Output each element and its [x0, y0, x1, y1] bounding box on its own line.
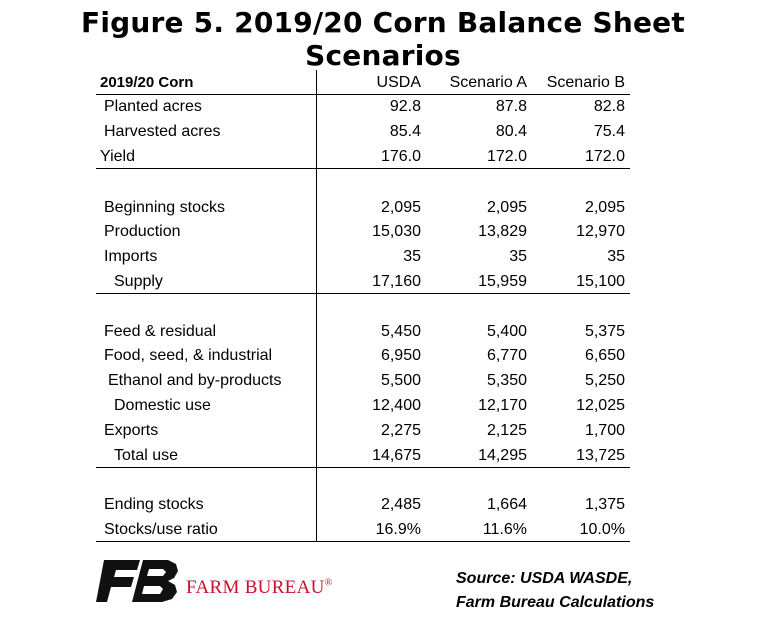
header-scenario-b: Scenario B: [546, 74, 625, 91]
source-line-2: Farm Bureau Calculations: [456, 594, 655, 611]
row-label: Ethanol and by-products: [108, 372, 282, 389]
row-label: Production: [104, 223, 181, 240]
table-row: Food, seed, & industrial 6,950 6,770 6,6…: [96, 343, 630, 368]
column-divider: [316, 70, 317, 542]
row-label: Domestic use: [114, 397, 211, 414]
table-row: Production 15,030 13,829 12,970: [96, 219, 630, 244]
cell-scenario-b: 82.8: [593, 98, 625, 115]
page-title: Figure 5. 2019/20 Corn Balance Sheet Sce…: [81, 6, 685, 72]
row-label: Total use: [114, 447, 179, 464]
cell-scenario-b: 1,700: [584, 422, 625, 439]
cell-scenario-a: 12,170: [478, 397, 527, 414]
row-label: Stocks/use ratio: [104, 521, 218, 538]
cell-scenario-b: 15,100: [576, 273, 625, 290]
cell-usda: 2,485: [380, 496, 421, 513]
cell-scenario-b: 5,375: [584, 323, 625, 340]
cell-scenario-b: 75.4: [593, 123, 625, 140]
bottom-rule: [96, 541, 630, 542]
table-header-row: 2019/20 Corn USDA Scenario A Scenario B: [96, 70, 630, 95]
cell-scenario-b: 172.0: [584, 148, 625, 165]
table-row: Exports 2,275 2,125 1,700: [96, 418, 630, 443]
table-row: Planted acres 92.8 87.8 82.8: [96, 94, 630, 119]
row-label: Supply: [114, 273, 163, 290]
row-label: Harvested acres: [104, 123, 221, 140]
cell-usda: 16.9%: [375, 521, 421, 538]
row-label: Food, seed, & industrial: [104, 347, 273, 364]
cell-scenario-a: 5,350: [486, 372, 527, 389]
header-label: 2019/20 Corn: [100, 74, 194, 91]
table-row: Stocks/use ratio 16.9% 11.6% 10.0%: [96, 517, 630, 542]
cell-scenario-b: 2,095: [584, 199, 625, 216]
row-label: Planted acres: [104, 98, 202, 115]
cell-usda: 15,030: [372, 223, 421, 240]
row-label: Beginning stocks: [104, 199, 225, 216]
cell-scenario-a: 80.4: [495, 123, 527, 140]
table-row: Harvested acres 85.4 80.4 75.4: [96, 119, 630, 144]
cell-scenario-a: 2,095: [486, 199, 527, 216]
cell-usda: 5,450: [380, 323, 421, 340]
cell-usda: 5,500: [380, 372, 421, 389]
farm-bureau-wordmark: FARM BUREAU®: [186, 577, 333, 599]
source-line-1: Source: USDA WASDE,: [456, 570, 633, 587]
cell-scenario-b: 6,650: [584, 347, 625, 364]
cell-usda: 2,095: [380, 199, 421, 216]
cell-scenario-a: 6,770: [486, 347, 527, 364]
farm-bureau-logo: [96, 560, 178, 602]
row-label: Yield: [100, 148, 135, 165]
section-rule: [96, 293, 630, 294]
registered-mark: ®: [324, 577, 333, 589]
cell-scenario-a: 14,295: [478, 447, 527, 464]
cell-scenario-a: 172.0: [486, 148, 527, 165]
cell-usda: 92.8: [389, 98, 421, 115]
cell-scenario-a: 15,959: [478, 273, 527, 290]
cell-usda: 85.4: [389, 123, 421, 140]
section-rule: [96, 168, 630, 169]
cell-scenario-a: 35: [509, 248, 527, 265]
table-row: Yield 176.0 172.0 172.0: [96, 144, 630, 169]
cell-scenario-a: 2,125: [486, 422, 527, 439]
row-label: Exports: [104, 422, 159, 439]
table-row: Feed & residual 5,450 5,400 5,375: [96, 319, 630, 344]
cell-usda: 176.0: [380, 148, 421, 165]
header-rule: [96, 94, 630, 95]
header-scenario-a: Scenario A: [449, 74, 527, 91]
table-row: Beginning stocks 2,095 2,095 2,095: [96, 195, 630, 220]
row-label: Feed & residual: [104, 323, 217, 340]
cell-scenario-b: 35: [607, 248, 625, 265]
cell-scenario-a: 87.8: [495, 98, 527, 115]
table-row: Ending stocks 2,485 1,664 1,375: [96, 492, 630, 517]
cell-usda: 2,275: [380, 422, 421, 439]
section-rule: [96, 467, 630, 468]
table-row: Ethanol and by-products 5,500 5,350 5,25…: [96, 368, 630, 393]
table-row: Supply 17,160 15,959 15,100: [96, 269, 630, 294]
header-usda: USDA: [376, 74, 421, 91]
cell-scenario-a: 5,400: [486, 323, 527, 340]
table-row: Total use 14,675 14,295 13,725: [96, 443, 630, 468]
cell-scenario-b: 1,375: [584, 496, 625, 513]
table-row: Domestic use 12,400 12,170 12,025: [96, 393, 630, 418]
brand-name: FARM BUREAU: [186, 577, 325, 598]
row-label: Imports: [104, 248, 158, 265]
cell-scenario-b: 5,250: [584, 372, 625, 389]
cell-scenario-b: 13,725: [576, 447, 625, 464]
cell-scenario-b: 10.0%: [579, 521, 625, 538]
cell-scenario-b: 12,025: [576, 397, 625, 414]
table-row: Imports 35 35 35: [96, 244, 630, 269]
cell-usda: 6,950: [380, 347, 421, 364]
cell-scenario-a: 11.6%: [482, 521, 527, 538]
cell-usda: 17,160: [372, 273, 421, 290]
cell-usda: 14,675: [372, 447, 421, 464]
cell-scenario-a: 1,664: [486, 496, 527, 513]
cell-usda: 35: [403, 248, 421, 265]
row-label: Ending stocks: [104, 496, 204, 513]
cell-usda: 12,400: [372, 397, 421, 414]
cell-scenario-b: 12,970: [576, 223, 625, 240]
cell-scenario-a: 13,829: [478, 223, 527, 240]
source-note: Source: USDA WASDE, Farm Bureau Calculat…: [456, 567, 654, 615]
